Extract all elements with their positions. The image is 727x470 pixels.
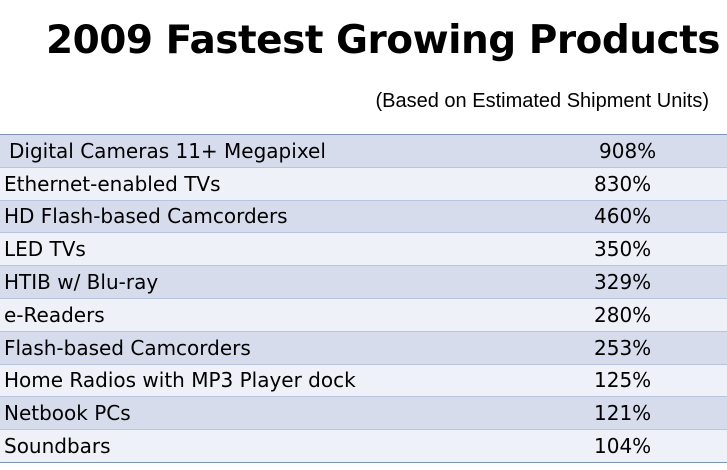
product-name: e-Readers	[4, 302, 105, 327]
product-name: Home Radios with MP3 Player dock	[4, 368, 356, 393]
table-row: HTIB w/ Blu-ray 329%	[0, 266, 727, 299]
growth-value: 121%	[594, 401, 652, 426]
growth-value: 125%	[594, 368, 652, 393]
products-table: Digital Cameras 11+ Megapixel 908% Ether…	[0, 134, 727, 463]
growth-value: 460%	[594, 204, 652, 229]
table-row: Ethernet-enabled TVs 830%	[0, 167, 727, 201]
table-row: Digital Cameras 11+ Megapixel 908%	[0, 135, 727, 168]
product-name: Netbook PCs	[4, 401, 131, 426]
product-name: HD Flash-based Camcorders	[4, 204, 288, 229]
table-row: e-Readers 280%	[0, 298, 727, 332]
growth-value: 908%	[599, 138, 657, 163]
product-name: HTIB w/ Blu-ray	[4, 270, 159, 295]
growth-value: 253%	[594, 335, 652, 360]
growth-value: 830%	[594, 171, 652, 196]
table-row: Netbook PCs 121%	[0, 397, 727, 431]
chart-subtitle: (Based on Estimated Shipment Units)	[375, 90, 710, 112]
product-name: Flash-based Camcorders	[4, 335, 251, 360]
growth-value: 104%	[594, 434, 652, 459]
table-row: Home Radios with MP3 Player dock 125%	[0, 364, 727, 398]
growth-value: 280%	[594, 302, 652, 327]
table-row: Flash-based Camcorders 253%	[0, 331, 727, 365]
table-row: Soundbars 104%	[0, 430, 727, 463]
product-name: Soundbars	[4, 434, 111, 459]
table-row: LED TVs 350%	[0, 233, 727, 267]
product-name: Digital Cameras 11+ Megapixel	[9, 138, 326, 163]
chart-title: 2009 Fastest Growing Products	[46, 18, 721, 63]
growth-value: 329%	[594, 270, 652, 295]
table-row: HD Flash-based Camcorders 460%	[0, 200, 727, 234]
product-name: LED TVs	[4, 237, 86, 262]
growth-value: 350%	[594, 237, 652, 262]
product-name: Ethernet-enabled TVs	[4, 171, 221, 196]
